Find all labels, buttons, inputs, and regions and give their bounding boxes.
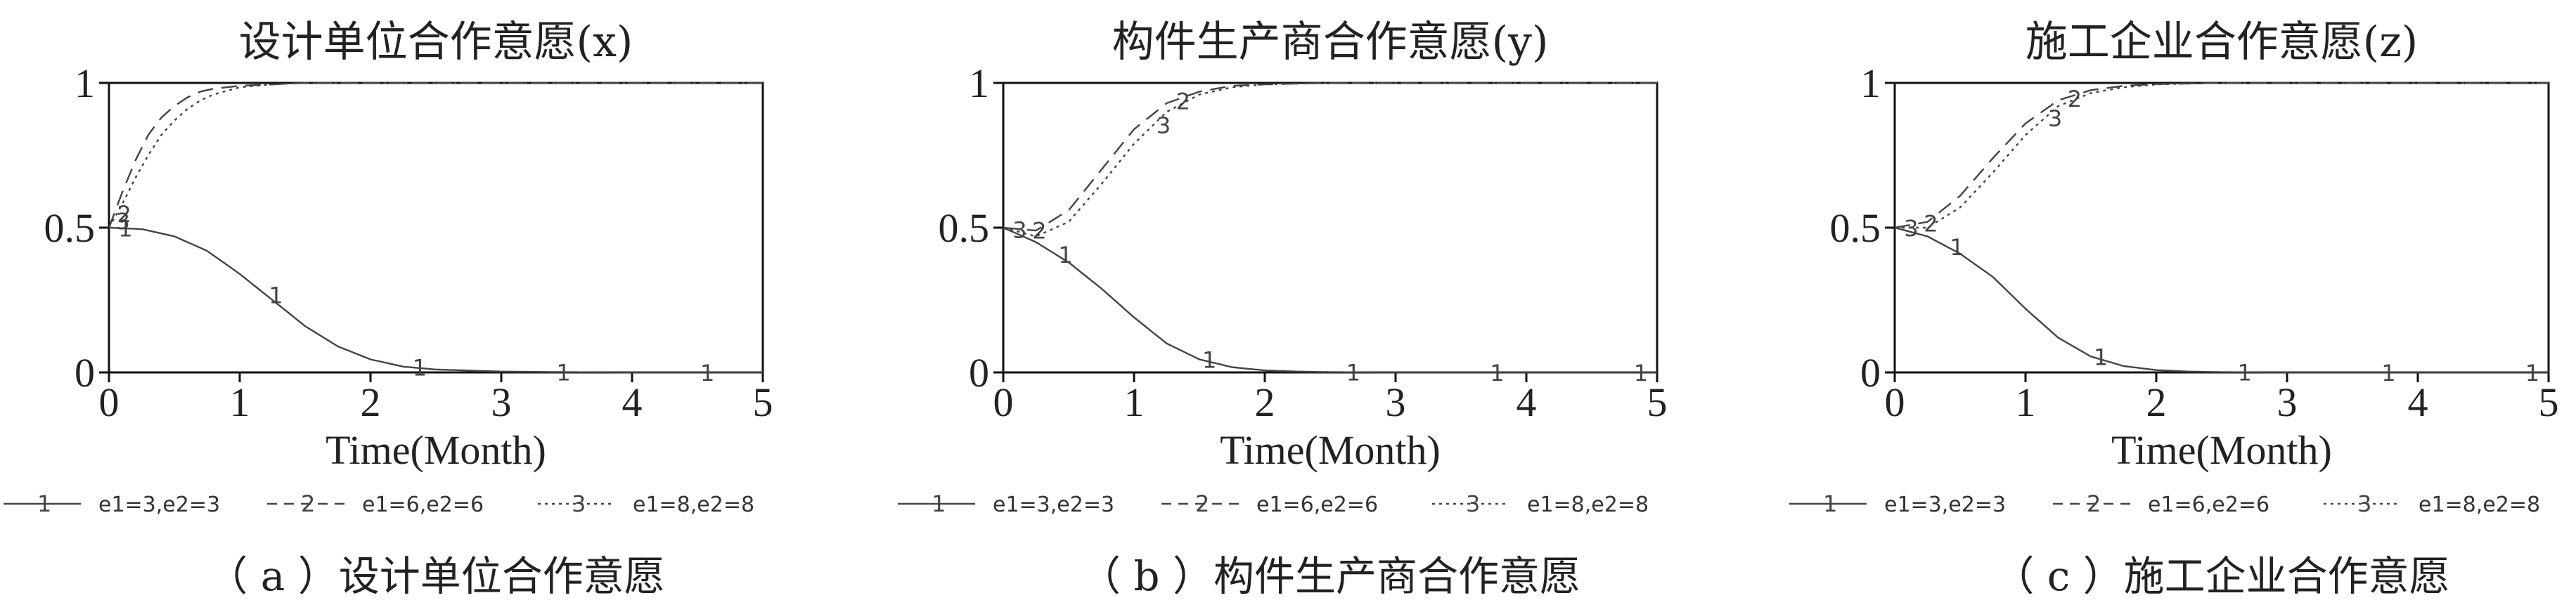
legend-marker-2: 2: [301, 490, 315, 517]
series-marker-1: 1: [2238, 360, 2252, 386]
legend-label: e1=3,e2=3: [993, 493, 1114, 517]
legend-marker-3: 3: [2357, 490, 2371, 517]
series-marker-1: 1: [2525, 360, 2539, 386]
y-tick-label: 0.5: [1830, 205, 1881, 251]
x-tick-label: 0: [99, 379, 120, 425]
series-line-3: [1003, 82, 1657, 238]
series-marker-3: 3: [1157, 112, 1171, 138]
x-tick-label: 2: [361, 379, 381, 425]
x-axis-label: Time(Month): [2111, 427, 2332, 473]
series-line-2: [1003, 82, 1657, 232]
legend-marker-1: 1: [37, 490, 51, 517]
x-tick-label: 2: [2146, 379, 2167, 425]
legend-label: e1=8,e2=8: [2419, 493, 2540, 517]
y-tick-label: 0.5: [44, 205, 96, 251]
legend-label: e1=6,e2=6: [1256, 493, 1378, 517]
x-tick-label: 1: [2016, 379, 2036, 425]
y-tick-label: 0: [75, 350, 95, 396]
legend-label: e1=6,e2=6: [2148, 493, 2269, 517]
x-tick-label: 2: [1255, 379, 1275, 425]
series-marker-2: 2: [2068, 86, 2082, 112]
legend-marker-1: 1: [932, 490, 946, 517]
series-line-3: [108, 82, 763, 228]
chart-title: 施工企业合作意愿(z): [2026, 18, 2418, 67]
plot-frame: [1002, 82, 1659, 374]
legend-marker-1: 1: [1823, 490, 1837, 517]
series-marker-1: 1: [1202, 346, 1216, 373]
x-tick-label: 3: [1386, 379, 1406, 425]
series-marker-1: 1: [2094, 344, 2108, 370]
series-line-3: [1895, 82, 2549, 229]
panel-caption: （ b ）构件生产商合作意愿: [1080, 552, 1580, 600]
legend-label: e1=6,e2=6: [362, 493, 484, 517]
series-marker-1: 1: [2381, 360, 2395, 386]
series-marker-1: 1: [413, 355, 427, 382]
panel-caption: （ c ）施工企业合作意愿: [1993, 552, 2449, 600]
series-marker-1: 1: [118, 215, 132, 242]
chart-panel-1: 设计单位合作意愿(x) 0 0.5 1 0 1 2 3 4 5 Time(Month) 1 1 1 1 1 2 3…: [4, 18, 773, 600]
legend-marker-3: 3: [1466, 490, 1480, 517]
series-marker-1: 1: [700, 360, 714, 386]
legend-marker-3: 3: [572, 490, 586, 517]
series-marker-1: 1: [269, 282, 283, 309]
series-marker-1: 1: [556, 359, 570, 386]
series-line-2: [1894, 82, 2549, 229]
series-marker-1: 1: [1058, 242, 1072, 268]
x-tick-label: 4: [1516, 379, 1537, 425]
series-marker-1: 1: [1346, 360, 1360, 386]
x-tick-label: 1: [230, 379, 250, 425]
x-tick-label: 1: [1124, 379, 1145, 425]
chart-title: 构件生产商合作意愿(y): [1112, 18, 1549, 67]
x-axis-label: Time(Month): [1220, 427, 1441, 473]
plot-frame: [108, 82, 764, 374]
y-tick-label: 0: [1860, 350, 1881, 396]
x-tick-label: 5: [2539, 379, 2559, 425]
x-axis-label: Time(Month): [326, 427, 546, 473]
panel-caption: （ a ）设计单位合作意愿: [207, 552, 664, 600]
legend-marker-2: 2: [1195, 490, 1209, 517]
x-tick-label: 0: [1885, 379, 1905, 425]
series-marker-1: 1: [1490, 360, 1504, 386]
series-marker-3: 3: [1012, 216, 1026, 243]
x-tick-label: 3: [2277, 379, 2298, 425]
y-tick-label: 0: [969, 350, 989, 396]
series-marker-2: 2: [1032, 217, 1046, 244]
y-tick-label: 1: [75, 60, 95, 106]
series-marker-3: 3: [1904, 215, 1918, 242]
legend-label: e1=3,e2=3: [98, 493, 220, 517]
series-marker-1: 1: [1634, 360, 1648, 386]
series-marker-2: 2: [1924, 210, 1938, 237]
y-tick-label: 0.5: [939, 205, 990, 251]
x-tick-label: 3: [491, 379, 512, 425]
chart-title: 设计单位合作意愿(x): [239, 18, 633, 67]
series-line-2: [108, 82, 763, 228]
x-tick-label: 4: [622, 379, 643, 425]
series-marker-3: 3: [2048, 105, 2062, 131]
legend-label: e1=8,e2=8: [633, 493, 754, 517]
x-tick-label: 5: [753, 379, 773, 425]
series-line-1: [108, 226, 763, 374]
legend-label: e1=8,e2=8: [1527, 493, 1649, 517]
y-tick-label: 1: [1860, 60, 1881, 106]
series-marker-3: 3: [116, 208, 130, 235]
x-tick-label: 5: [1647, 379, 1668, 425]
x-tick-label: 4: [2408, 379, 2428, 425]
legend-label: e1=3,e2=3: [1884, 493, 2006, 517]
series-marker-1: 1: [1950, 234, 1964, 261]
x-tick-label: 0: [993, 379, 1014, 425]
series-marker-2: 2: [1176, 89, 1190, 115]
legend-marker-2: 2: [2087, 490, 2101, 517]
series-line-1: [1894, 226, 2549, 374]
y-tick-label: 1: [969, 60, 989, 106]
series-line-1: [1003, 226, 1657, 374]
plot-frame: [1893, 82, 2550, 374]
